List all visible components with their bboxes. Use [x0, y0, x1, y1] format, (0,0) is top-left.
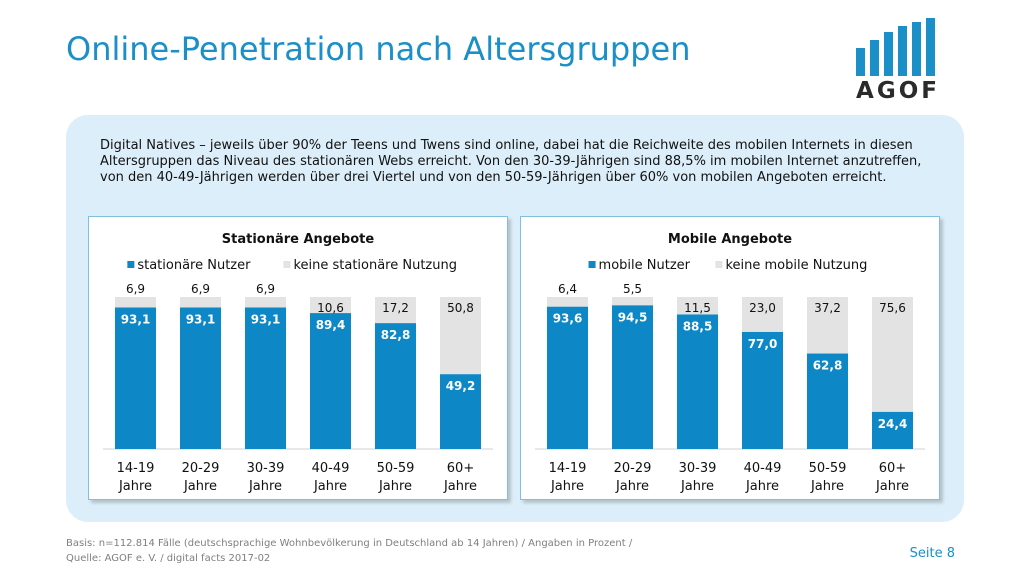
stationaere-chart-svg: Stationäre Angebote stationäre Nutzer kein…: [103, 232, 493, 494]
bar-primary: [115, 307, 156, 449]
x-tick-label-line2: Jahre: [248, 479, 282, 494]
x-tick-label-line2: Jahre: [313, 479, 347, 494]
data-label-secondary: 37,2: [814, 301, 841, 315]
mobile-chart-svg: Mobile Angebote mobile Nutzer keine mobile…: [535, 232, 925, 494]
data-label-secondary: 6,4: [558, 282, 577, 296]
x-tick-label-line2: Jahre: [550, 479, 584, 494]
chart-title: Mobile Angebote: [668, 232, 792, 247]
data-label-secondary: 50,8: [447, 301, 474, 315]
x-tick-label: 60+: [447, 461, 474, 476]
x-tick-label-line2: Jahre: [443, 479, 477, 494]
legend-swatch: [283, 261, 291, 268]
x-tick-label: 20-29: [182, 461, 220, 476]
legend-label: keine mobile Nutzung: [725, 258, 867, 273]
chart-legend: mobile Nutzer keine mobile Nutzung: [588, 258, 867, 273]
intro-text: Digital Natives – jeweils über 90% der T…: [100, 138, 922, 185]
chart-mobile-angebote: Mobile Angebote mobile Nutzer keine mobile…: [520, 216, 940, 500]
bar-primary: [547, 306, 588, 449]
data-label-secondary: 11,5: [684, 301, 711, 315]
x-tick-label: 20-29: [614, 461, 652, 476]
x-tick-label: 50-59: [377, 461, 415, 476]
x-tick-label: 50-59: [809, 461, 847, 476]
bar-secondary: [310, 297, 351, 314]
legend-swatch: [588, 261, 596, 268]
x-tick-label-line2: Jahre: [810, 479, 844, 494]
bar-primary: [677, 314, 718, 449]
x-tick-label: 40-49: [312, 461, 350, 476]
data-label-primary: 24,4: [878, 417, 908, 431]
bar-secondary: [872, 297, 913, 412]
bar-primary: [742, 331, 783, 449]
legend-swatch: [127, 261, 135, 268]
x-tick-label-line2: Jahre: [183, 479, 217, 494]
chart-stationaere-angebote: Stationäre Angebote stationäre Nutzer kein…: [88, 216, 508, 500]
bar-primary: [872, 411, 913, 449]
bar-secondary: [807, 297, 848, 354]
data-label-primary: 88,5: [683, 319, 713, 333]
x-tick-label: 30-39: [247, 461, 285, 476]
data-label-primary: 93,1: [121, 312, 151, 326]
bar-secondary: [115, 297, 156, 308]
data-label-secondary: 10,6: [317, 301, 344, 315]
bar-secondary: [677, 297, 718, 315]
x-tick-label-line2: Jahre: [378, 479, 412, 494]
bar-secondary: [180, 297, 221, 308]
logo-text: AGOF: [856, 78, 940, 104]
data-label-primary: 49,2: [446, 379, 476, 393]
data-label-primary: 93,6: [553, 312, 583, 326]
bar-primary: [612, 305, 653, 449]
data-label-primary: 93,1: [186, 312, 216, 326]
legend-label: keine stationäre Nutzung: [293, 258, 457, 273]
footer-basis: Basis: n=112.814 Fälle (deutschsprachige…: [66, 538, 633, 549]
data-label-primary: 93,1: [251, 312, 281, 326]
chart-title: Stationäre Angebote: [222, 232, 375, 247]
bar-secondary: [742, 297, 783, 332]
bar-secondary: [245, 297, 286, 308]
x-tick-label-line2: Jahre: [680, 479, 714, 494]
data-label-primary: 89,4: [316, 318, 346, 332]
bar-secondary: [440, 297, 481, 375]
footer-source: Basis: n=112.814 Fälle (deutschsprachige…: [66, 536, 632, 566]
x-tick-label: 14-19: [549, 461, 587, 476]
legend-label: stationäre Nutzer: [137, 258, 251, 273]
x-tick-label-line2: Jahre: [615, 479, 649, 494]
page-number: Seite 8: [909, 546, 955, 561]
bar-primary: [807, 353, 848, 449]
footer-quelle: Quelle: AGOF e. V. / digital facts 2017-…: [66, 553, 271, 564]
data-label-primary: 94,5: [618, 310, 648, 324]
data-label-primary: 77,0: [748, 337, 778, 351]
data-label-secondary: 6,9: [126, 282, 145, 296]
page-title: Online-Penetration nach Altersgruppen: [66, 30, 691, 68]
agof-logo: AGOF: [852, 18, 944, 104]
logo-bars-icon: [856, 18, 935, 76]
data-label-secondary: 23,0: [749, 301, 776, 315]
bar-secondary: [547, 297, 588, 307]
data-label-primary: 62,8: [813, 359, 843, 373]
legend-label: mobile Nutzer: [599, 258, 691, 273]
x-tick-label: 60+: [879, 461, 906, 476]
bar-primary: [310, 313, 351, 449]
x-tick-label: 30-39: [679, 461, 717, 476]
chart-legend: stationäre Nutzer keine stationäre Nutzun…: [127, 258, 457, 273]
data-label-secondary: 5,5: [623, 282, 642, 296]
bar-secondary: [375, 297, 416, 324]
x-tick-label-line2: Jahre: [745, 479, 779, 494]
data-label-secondary: 6,9: [191, 282, 210, 296]
x-tick-label: 40-49: [744, 461, 782, 476]
bar-primary: [245, 307, 286, 449]
data-label-secondary: 6,9: [256, 282, 275, 296]
bar-primary: [375, 323, 416, 449]
legend-swatch: [715, 261, 723, 268]
x-tick-label-line2: Jahre: [118, 479, 152, 494]
x-tick-label: 14-19: [117, 461, 155, 476]
data-label-secondary: 17,2: [382, 301, 409, 315]
data-label-secondary: 75,6: [879, 301, 906, 315]
bar-primary: [440, 374, 481, 449]
data-label-primary: 82,8: [381, 328, 411, 342]
x-tick-label-line2: Jahre: [875, 479, 909, 494]
bar-secondary: [612, 297, 653, 306]
bar-primary: [180, 307, 221, 449]
